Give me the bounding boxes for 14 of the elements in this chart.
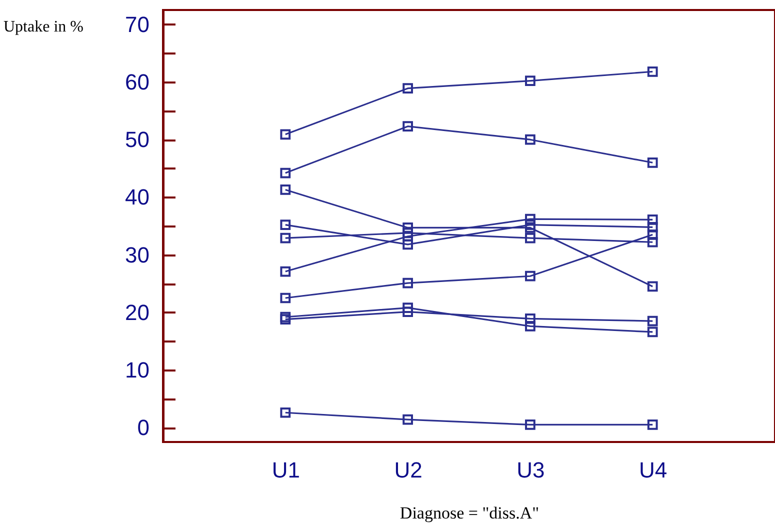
y-tick-label: 30 [125,242,150,268]
x-tick-label: U2 [394,458,422,482]
y-tick-label: 10 [125,358,150,382]
y-tick-label: 50 [125,127,150,152]
y-tick-label: 20 [125,300,150,325]
x-tick-label: U4 [639,458,668,482]
y-tick-label: 40 [125,184,150,210]
x-tick-label: U3 [516,458,545,482]
y-axis-title: Uptake in % [4,18,84,36]
y-tick-label: 0 [137,415,150,440]
x-tick-label: U1 [272,458,300,482]
y-tick-label: 60 [125,70,150,94]
x-axis-title: Diagnose = "diss.A" [400,504,540,522]
y-tick-label: 70 [125,12,150,37]
